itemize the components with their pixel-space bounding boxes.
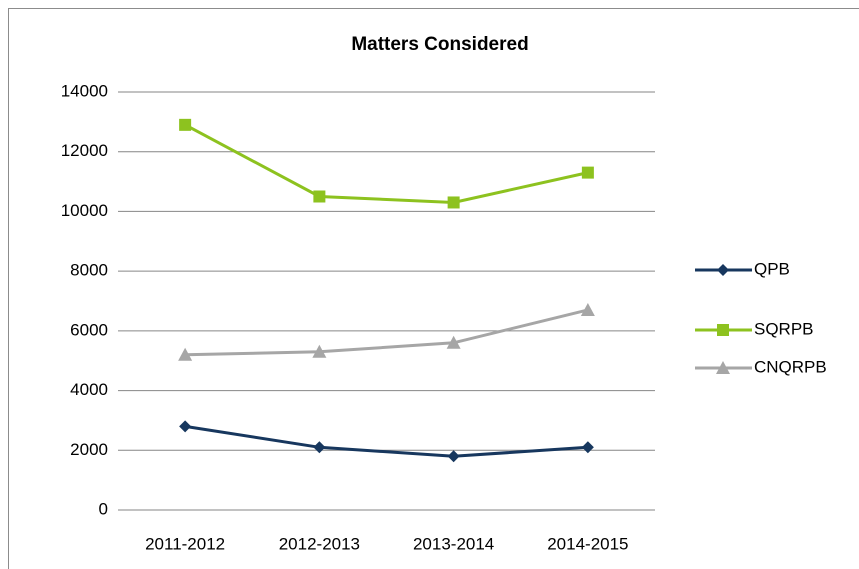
series-line [184, 123, 589, 204]
series-line [184, 424, 588, 458]
x-tick-label: 2014-2015 [547, 534, 628, 553]
legend-label: QPB [754, 259, 790, 278]
chart-border [8, 8, 859, 569]
marker [581, 166, 594, 179]
marker [446, 335, 461, 349]
series-line [185, 308, 589, 357]
marker [716, 361, 730, 374]
y-tick-label: 8000 [70, 261, 108, 280]
x-tick-label: 2013-2014 [413, 534, 494, 553]
marker [581, 441, 594, 454]
x-tick-label: 2011-2012 [145, 534, 225, 553]
y-tick-label: 0 [99, 499, 108, 518]
y-tick-label: 10000 [61, 201, 108, 220]
y-tick-label: 2000 [70, 440, 108, 459]
marker [312, 344, 327, 358]
marker [313, 441, 326, 454]
y-tick-label: 14000 [61, 81, 108, 100]
chart-title: Matters Considered [351, 34, 528, 55]
marker [717, 324, 729, 336]
marker [580, 302, 595, 316]
marker [313, 190, 326, 203]
marker [447, 196, 460, 209]
y-tick-label: 12000 [61, 141, 108, 160]
marker [447, 450, 460, 463]
legend-label: CNQRPB [754, 357, 827, 376]
legend-label: SQRPB [754, 319, 814, 338]
marker [179, 118, 192, 131]
x-tick-label: 2012-2013 [279, 534, 360, 553]
y-tick-label: 4000 [70, 380, 108, 399]
marker [179, 420, 192, 433]
y-tick-label: 6000 [70, 320, 108, 339]
marker [717, 264, 729, 276]
marker [178, 347, 193, 361]
